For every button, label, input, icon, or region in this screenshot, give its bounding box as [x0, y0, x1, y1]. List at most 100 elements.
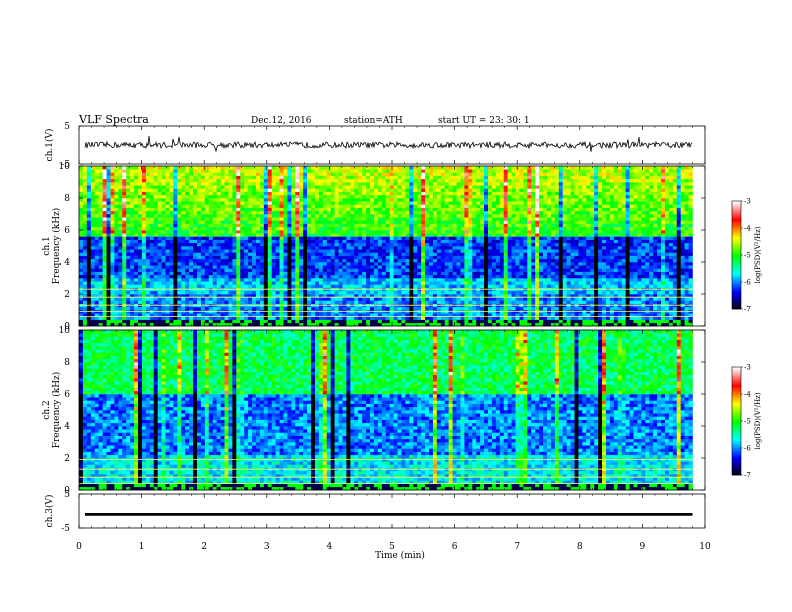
spectrogram-cell	[594, 271, 599, 276]
spectrogram-cell	[527, 306, 532, 311]
spectrogram-cell	[609, 313, 615, 317]
spectrogram-cell	[318, 239, 324, 244]
spectrogram-cell	[684, 230, 689, 234]
spectrogram-cell	[185, 233, 190, 237]
spectrogram-cell	[381, 322, 387, 327]
spectrogram-cell	[460, 233, 465, 237]
spectrogram-cell	[118, 236, 123, 240]
spectrogram-cell	[86, 236, 92, 240]
spectrogram-cell	[208, 262, 213, 266]
spectrogram-cell	[527, 265, 532, 269]
spectrogram-cell	[499, 262, 505, 266]
spectrogram-cell	[425, 230, 430, 234]
spectrogram-cell	[609, 316, 615, 320]
spectrogram-cell	[338, 262, 343, 266]
spectrogram-cell	[507, 252, 512, 256]
spectrogram-cell	[401, 281, 406, 285]
spectrogram-cell	[468, 230, 473, 234]
spectrogram-cell	[94, 306, 99, 311]
spectrogram-cell	[421, 297, 426, 301]
spectrogram-cell	[185, 249, 190, 253]
spectrogram-cell	[664, 239, 670, 244]
spectrogram-cell	[98, 239, 103, 244]
spectrogram-cell	[338, 281, 343, 285]
spectrogram-cell	[448, 239, 453, 244]
spectrogram-cell	[79, 278, 84, 282]
spectrogram-cell	[346, 319, 351, 324]
spectrogram-cell	[90, 242, 96, 247]
spectrogram-cell	[464, 255, 469, 260]
spectrogram-cell	[110, 274, 115, 279]
spectrogram-cell	[668, 258, 674, 263]
spectrogram-cell	[141, 255, 147, 260]
spectrogram-cell	[303, 284, 308, 288]
spectrogram-cell	[161, 255, 166, 260]
spectrogram-cell	[653, 271, 658, 276]
spectrogram-cell	[417, 230, 422, 234]
spectrogram-cell	[291, 300, 296, 304]
spectrogram-cell	[417, 274, 422, 279]
spectrogram-cell	[456, 271, 461, 276]
spectrogram-cell	[354, 319, 359, 324]
spectrogram-cell	[684, 242, 689, 247]
spectrogram-cell	[539, 281, 544, 285]
spectrogram-cell	[122, 316, 127, 320]
spectrogram-cell	[582, 258, 587, 263]
spectrogram-cell	[141, 249, 147, 253]
spectrogram-cell	[609, 230, 615, 234]
spectrogram-cell	[255, 233, 261, 237]
spectrogram-cell	[621, 306, 626, 311]
spectrogram-cell	[196, 316, 202, 320]
spectrogram-cell	[362, 249, 367, 253]
spectrogram-cell	[676, 306, 681, 311]
spectrogram-cell	[511, 274, 516, 279]
ch1-waveform-frame	[78, 125, 706, 165]
spectrogram-cell	[161, 258, 166, 263]
spectrogram-cell	[366, 246, 371, 250]
spectrogram-cell	[609, 300, 615, 304]
spectrogram-cell	[661, 233, 666, 237]
spectrogram-cell	[491, 300, 497, 304]
spectrogram-cell	[86, 246, 92, 250]
spectrogram-cell	[130, 242, 135, 247]
spectrogram-cell	[385, 226, 390, 231]
spectrogram-cell	[672, 239, 678, 244]
spectrogram-cell	[405, 246, 410, 250]
spectrogram-cell	[684, 255, 689, 260]
spectrogram-cell	[106, 233, 111, 237]
spectrogram-cell	[366, 230, 371, 234]
spectrogram-cell	[200, 313, 206, 317]
spectrogram-cell	[110, 236, 115, 240]
spectrogram-cell	[661, 322, 666, 327]
spectrogram-cell	[271, 278, 276, 282]
spectrogram-cell	[664, 262, 670, 266]
spectrogram-cell	[527, 322, 532, 327]
spectrogram-cell	[94, 281, 99, 285]
spectrogram-cell	[346, 278, 351, 282]
spectrogram-cell	[248, 268, 253, 272]
spectrogram-cell	[570, 322, 575, 327]
spectrogram-cell	[621, 313, 626, 317]
spectrogram-cell	[311, 258, 316, 263]
spectrogram-cell	[554, 255, 560, 260]
spectrogram-cell	[550, 319, 556, 324]
spectrogram-cell	[130, 322, 135, 327]
spectrogram-cell	[405, 271, 410, 276]
spectrogram-cell	[558, 300, 563, 304]
spectrogram-cell	[432, 223, 438, 228]
spectrogram-cell	[224, 258, 229, 263]
spectrogram-cell	[539, 322, 544, 327]
spectrogram-cell	[82, 226, 88, 231]
spectrogram-cell	[629, 262, 634, 266]
spectrogram-cell	[110, 249, 115, 253]
spectrogram-cell	[664, 271, 670, 276]
spectrogram-cell	[228, 242, 233, 247]
spectrogram-cell	[550, 246, 556, 250]
spectrogram-cell	[259, 281, 265, 285]
spectrogram-cell	[487, 242, 493, 247]
spectrogram-cell	[539, 297, 544, 301]
spectrogram-cell	[605, 271, 611, 276]
spectrogram-cell	[429, 271, 434, 276]
spectrogram-cell	[165, 281, 170, 285]
spectrogram-cell	[578, 294, 583, 298]
